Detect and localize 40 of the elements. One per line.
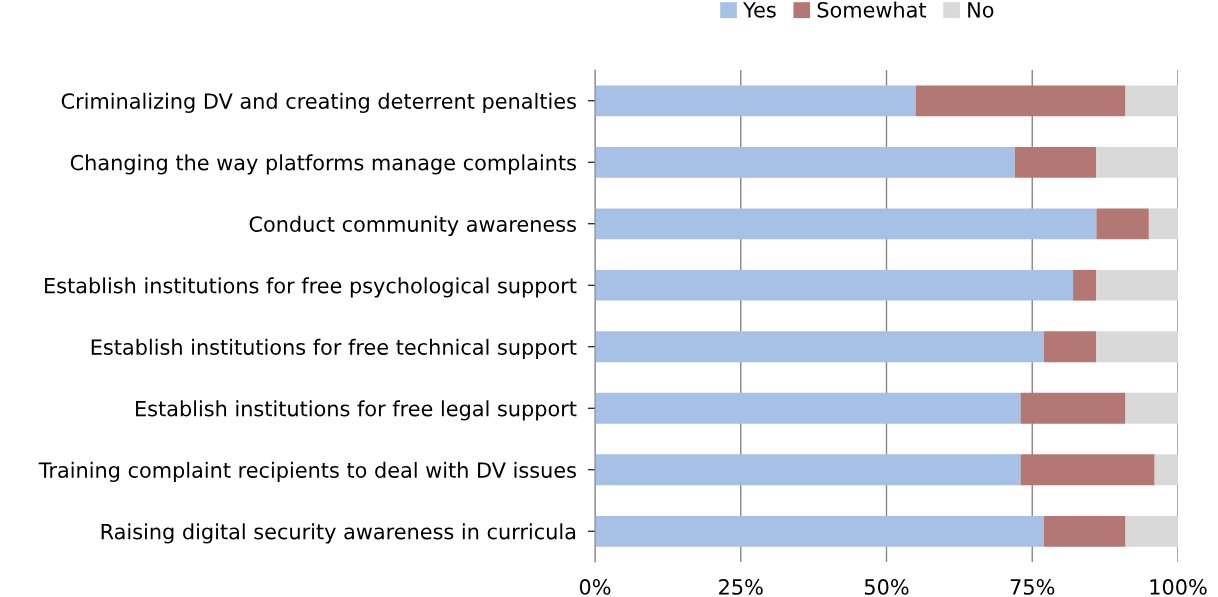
bar bbox=[595, 269, 1074, 301]
bar bbox=[915, 85, 1126, 117]
bar bbox=[1096, 269, 1178, 301]
bar bbox=[1148, 208, 1178, 240]
bar bbox=[595, 208, 1097, 240]
bar bbox=[1014, 146, 1097, 178]
bar bbox=[595, 85, 916, 117]
y-tick-label: Establish institutions for free psychological support bbox=[45, 277, 577, 298]
bar bbox=[595, 331, 1044, 363]
bar bbox=[595, 146, 1015, 178]
bar bbox=[595, 392, 1021, 424]
x-tick-label: 75% bbox=[1010, 579, 1055, 595]
y-tick-label: Changing the way platforms manage complaints bbox=[70, 154, 576, 175]
legend-label: Yes bbox=[743, 2, 776, 18]
y-tick-label: Raising digital security awareness in curricula bbox=[101, 523, 576, 544]
y-tick-label: Establish institutions for free legal support bbox=[136, 400, 577, 421]
bar bbox=[1096, 146, 1178, 178]
y-tick-label: Conduct community awareness bbox=[249, 215, 576, 236]
bar bbox=[1125, 392, 1178, 424]
bar bbox=[1125, 515, 1178, 547]
legend-label: No bbox=[968, 2, 994, 18]
x-tick-label: 25% bbox=[719, 579, 763, 595]
x-tick-label: 50% bbox=[864, 579, 909, 595]
y-tick-label: Establish institutions for free technical support bbox=[91, 338, 577, 359]
bar bbox=[1125, 85, 1178, 117]
bar bbox=[1043, 331, 1097, 363]
x-tick-label: 100% bbox=[1150, 579, 1207, 595]
bar bbox=[1043, 515, 1126, 547]
bar bbox=[595, 515, 1044, 547]
y-tick-label: Training complaint recipients to deal with DV issues bbox=[38, 461, 576, 482]
bar bbox=[1096, 331, 1178, 363]
bar bbox=[1020, 454, 1155, 486]
bar bbox=[1020, 392, 1126, 424]
bar bbox=[1096, 208, 1149, 240]
legend-label: Somewhat bbox=[817, 1, 927, 18]
bar bbox=[1073, 269, 1097, 301]
x-tick-label: 0% bbox=[579, 579, 611, 595]
y-tick-label: Criminalizing DV and creating deterrent penalties bbox=[61, 92, 576, 113]
bar bbox=[595, 454, 1021, 486]
bar bbox=[1154, 454, 1178, 486]
